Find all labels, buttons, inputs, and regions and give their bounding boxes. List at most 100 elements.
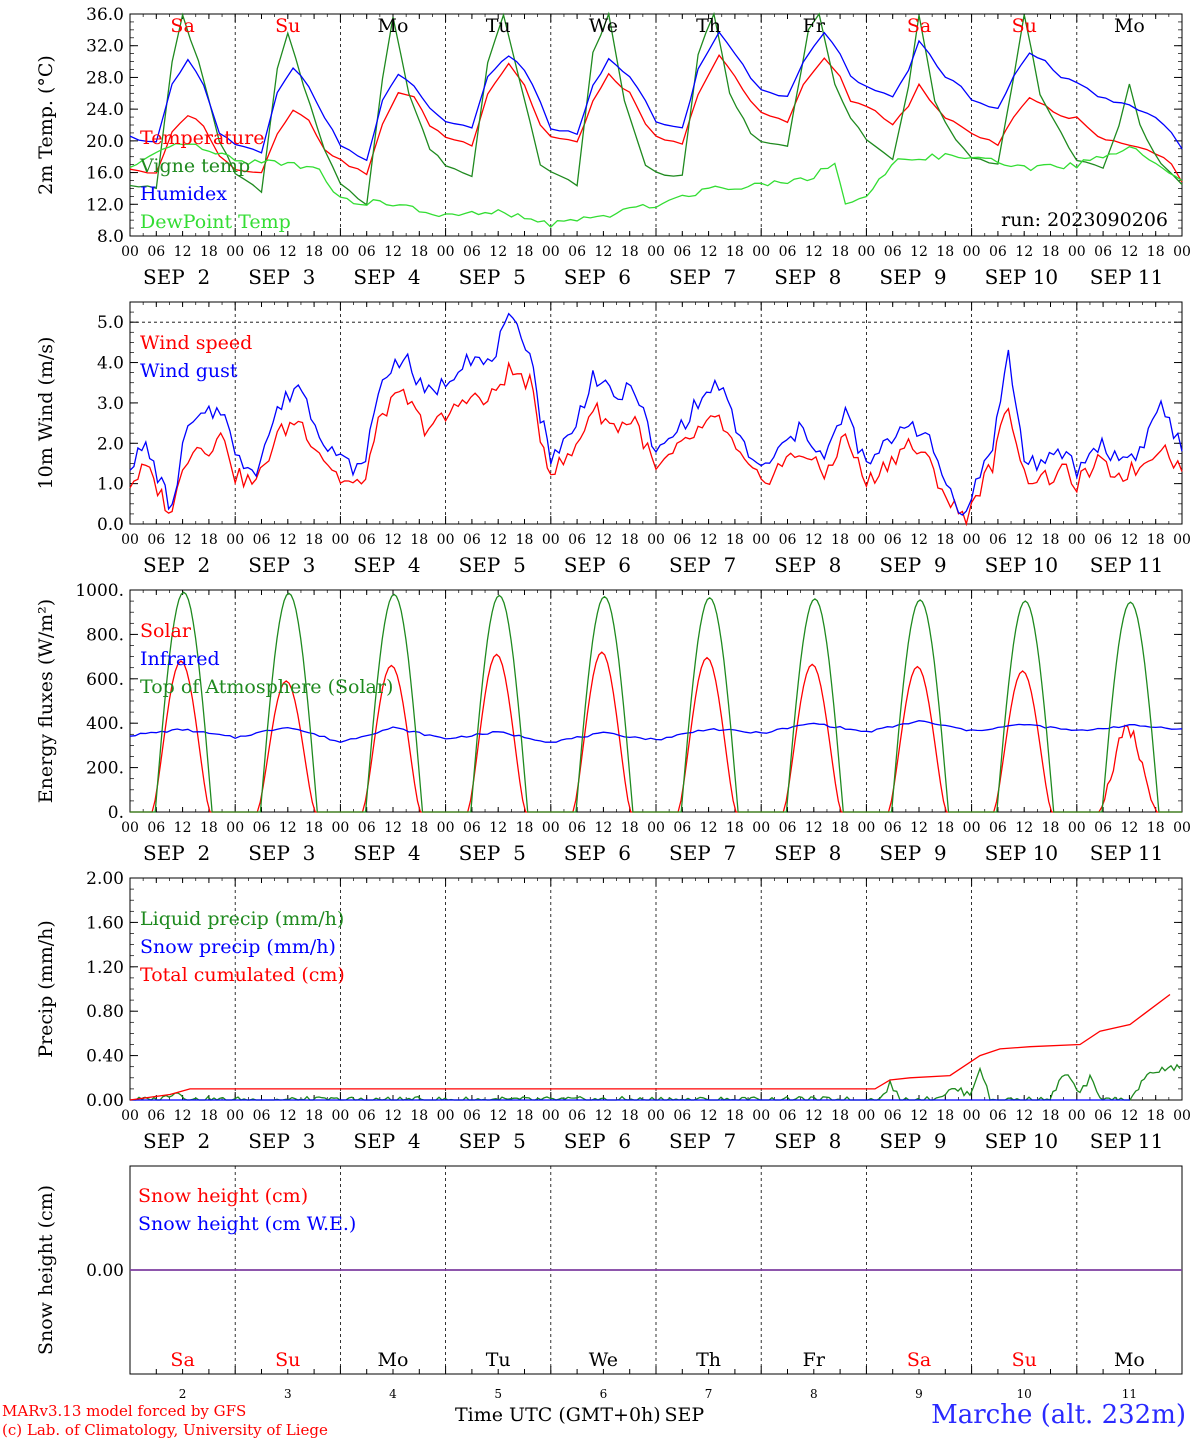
hour-label: 12 — [1120, 244, 1138, 260]
hour-label: 00 — [857, 532, 875, 548]
y-tick-label: 400. — [86, 714, 124, 734]
legend-entry: Temperature — [140, 127, 264, 149]
y-tick-label: 3.0 — [97, 394, 124, 414]
hour-label: 12 — [594, 1108, 612, 1124]
series-line — [129, 720, 1183, 743]
hour-label: 06 — [884, 1108, 902, 1124]
day-name-label: Sa — [907, 1349, 931, 1371]
legend-entry: Snow height (cm) — [138, 1185, 308, 1207]
hour-label: 18 — [200, 1108, 218, 1124]
hour-label: 18 — [621, 1108, 639, 1124]
hour-label: 00 — [857, 1108, 875, 1124]
hour-label: 12 — [700, 1108, 718, 1124]
day-name-label: Th — [696, 15, 721, 37]
hour-label: 18 — [1147, 532, 1165, 548]
y-tick-label: 0.0 — [97, 515, 124, 535]
hour-label: 18 — [1147, 820, 1165, 836]
x-axis-title: Time UTC (GMT+0h) SEP — [455, 1404, 704, 1426]
hour-label: 12 — [910, 532, 928, 548]
day-name-label: Fr — [803, 15, 826, 37]
hour-label: 18 — [410, 532, 428, 548]
hour-label: 12 — [174, 532, 192, 548]
legend-entry: Solar — [140, 620, 192, 642]
day-name-label: Su — [275, 1349, 300, 1371]
series-line — [129, 312, 1183, 516]
hour-label: 06 — [673, 244, 691, 260]
station-name: Marche (alt. 232m) — [931, 1400, 1186, 1430]
date-label: SEP 2 — [143, 553, 210, 577]
hour-label: 18 — [936, 244, 954, 260]
hour-label: 18 — [726, 1108, 744, 1124]
date-label: SEP 4 — [353, 841, 420, 865]
date-label: SEP 3 — [248, 841, 315, 865]
hour-label: 12 — [805, 244, 823, 260]
date-label: SEP 10 — [985, 1129, 1059, 1153]
day-name-label: We — [589, 1349, 618, 1371]
hour-label: 12 — [1015, 532, 1033, 548]
hour-label: 18 — [621, 820, 639, 836]
hour-label: 18 — [516, 1108, 534, 1124]
hour-label: 06 — [463, 820, 481, 836]
y-axis-label: Energy fluxes (W/m²) — [35, 599, 57, 803]
legend-entry: Top of Atmosphere (Solar) — [140, 676, 393, 698]
panel-5 — [129, 1165, 1183, 1375]
hour-label: 00 — [331, 244, 349, 260]
series-line — [130, 1063, 1181, 1101]
day-number-label: 8 — [810, 1387, 818, 1401]
hour-label: 12 — [910, 1108, 928, 1124]
day-number-label: 3 — [284, 1387, 292, 1401]
day-name-label: Su — [1012, 15, 1037, 37]
hour-label: 00 — [437, 244, 455, 260]
y-tick-label: 5.0 — [97, 313, 124, 333]
hour-label: 06 — [147, 820, 165, 836]
day-name-label: Su — [1012, 1349, 1037, 1371]
y-tick-label: 1.60 — [86, 913, 124, 933]
panel-4 — [129, 877, 1183, 1101]
x-axis-month: SEP — [664, 1404, 705, 1426]
hour-label: 00 — [121, 1108, 139, 1124]
legend-entry: Vigne temp — [139, 155, 250, 177]
hour-label: 00 — [542, 1108, 560, 1124]
hour-label: 00 — [437, 532, 455, 548]
hour-label: 00 — [963, 532, 981, 548]
day-name-label: Sa — [907, 15, 931, 37]
legend-entry: Wind gust — [140, 360, 238, 382]
hour-label: 06 — [253, 532, 271, 548]
hour-label: 18 — [200, 532, 218, 548]
hour-label: 00 — [226, 820, 244, 836]
day-name-label: Su — [275, 15, 300, 37]
date-label: SEP 9 — [879, 553, 946, 577]
hour-label: 00 — [1173, 244, 1191, 260]
hour-label: 00 — [121, 244, 139, 260]
hour-label: 12 — [174, 244, 192, 260]
day-number-label: 2 — [179, 1387, 187, 1401]
date-label: SEP 5 — [459, 553, 526, 577]
hour-label: 12 — [174, 820, 192, 836]
hour-label: 12 — [910, 244, 928, 260]
date-label: SEP 10 — [985, 265, 1059, 289]
hour-label: 00 — [1068, 820, 1086, 836]
hour-label: 12 — [384, 820, 402, 836]
hour-label: 12 — [594, 244, 612, 260]
hour-label: 18 — [305, 1108, 323, 1124]
hour-label: 00 — [121, 820, 139, 836]
hour-label: 18 — [831, 244, 849, 260]
hour-label: 06 — [147, 1108, 165, 1124]
hour-label: 00 — [963, 820, 981, 836]
hour-label: 00 — [963, 244, 981, 260]
day-name-label: Tu — [486, 15, 511, 37]
hour-label: 06 — [989, 820, 1007, 836]
hour-label: 00 — [647, 820, 665, 836]
hour-label: 00 — [1068, 244, 1086, 260]
date-label: SEP 3 — [248, 1129, 315, 1153]
hour-label: 06 — [779, 820, 797, 836]
series-line — [129, 31, 1183, 162]
legend-entry: Snow precip (mm/h) — [140, 936, 336, 958]
date-label: SEP 2 — [143, 265, 210, 289]
y-tick-label: 200. — [86, 759, 124, 779]
date-label: SEP 4 — [353, 1129, 420, 1153]
date-label: SEP 5 — [459, 1129, 526, 1153]
hour-label: 18 — [516, 244, 534, 260]
y-tick-label: 600. — [86, 670, 124, 690]
